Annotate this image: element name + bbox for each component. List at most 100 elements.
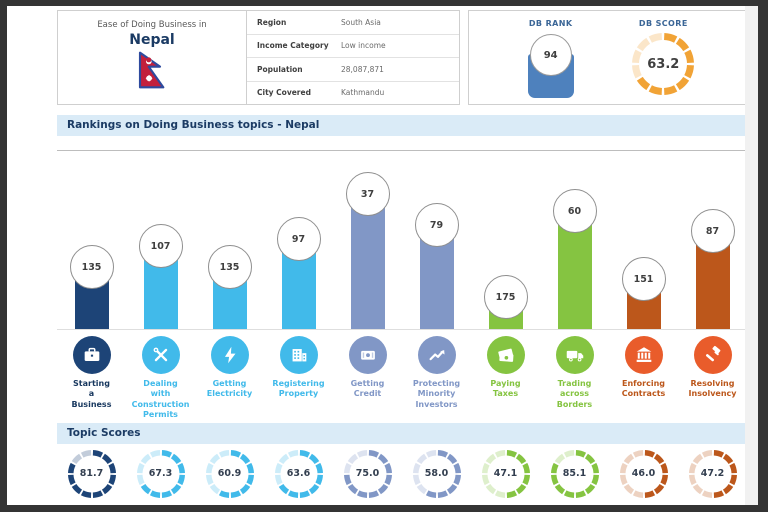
bar-column-paying-taxes: 175: [471, 151, 540, 329]
topic-score-value-enforcing-contracts: 46.0: [631, 468, 656, 480]
topic-column-starting-a-business: Starting a Business: [57, 336, 126, 421]
topic-scores-row: 81.7 67.3 60.9 63.6 75.0 58.0 47.1 85.1 46.0 47.2: [57, 449, 747, 498]
bar-column-starting-a-business: 135: [57, 151, 126, 329]
topic-score-value-registering-property: 63.6: [286, 468, 311, 480]
topic-score-donut-trading-across-borders: 85.1: [550, 449, 599, 498]
topic-label-starting-a-business: Starting a Business: [71, 379, 112, 409]
nepal-flag-icon: [58, 50, 246, 94]
rankings-section-header: Rankings on Doing Business topics - Nepa…: [57, 115, 747, 136]
rankings-bar-chart: 135 107 135 97 37 79 175 60 151 87: [57, 150, 747, 330]
topic-column-getting-electricity: Getting Electricity: [195, 336, 264, 421]
cash-icon: [486, 336, 525, 374]
topic-score-column-protecting-minority-investors: 58.0: [402, 449, 471, 498]
rank-value-trading-across-borders: 60: [552, 189, 597, 233]
topic-label-getting-electricity: Getting Electricity: [206, 379, 253, 399]
info-row-3: City Covered Kathmandu: [247, 82, 459, 105]
bar-column-trading-across-borders: 60: [540, 151, 609, 329]
bar-column-getting-electricity: 135: [195, 151, 264, 329]
country-name: Nepal: [129, 32, 175, 48]
topic-score-value-getting-credit: 75.0: [355, 468, 380, 480]
topic-score-column-getting-credit: 75.0: [333, 449, 402, 498]
db-score-group: DB SCORE 63.2: [632, 19, 695, 104]
topic-score-donut-paying-taxes: 47.1: [481, 449, 530, 498]
bar-column-resolving-insolvency: 87: [678, 151, 747, 329]
db-rank-label: DB RANK: [528, 19, 573, 28]
topic-icons-row: Starting a Business Dealing with Construc…: [57, 336, 747, 421]
bank-icon: [624, 336, 663, 374]
topic-label-registering-property: Registering Property: [272, 379, 325, 399]
info-label: Population: [257, 64, 303, 74]
topic-label-getting-credit: Getting Credit: [350, 379, 385, 399]
topic-score-value-paying-taxes: 47.1: [493, 468, 518, 480]
topic-score-column-enforcing-contracts: 46.0: [609, 449, 678, 498]
topic-column-dealing-with-construction-permits: Dealing with Construction Permits: [126, 336, 195, 421]
rank-value-dealing-with-construction-permits: 107: [138, 224, 183, 268]
topic-column-paying-taxes: Paying Taxes: [471, 336, 540, 421]
report-header: Ease of Doing Business in Nepal Region S…: [57, 10, 747, 105]
country-panel: Ease of Doing Business in Nepal: [57, 10, 247, 105]
topic-label-dealing-with-construction-permits: Dealing with Construction Permits: [131, 379, 190, 420]
topic-score-column-paying-taxes: 47.1: [471, 449, 540, 498]
topic-score-value-dealing-with-construction-permits: 67.3: [148, 468, 173, 480]
topic-column-resolving-insolvency: Resolving Insolvency: [678, 336, 747, 421]
topic-score-donut-enforcing-contracts: 46.0: [619, 449, 668, 498]
rank-bar-getting-credit[interactable]: [350, 194, 385, 329]
topic-label-paying-taxes: Paying Taxes: [490, 379, 521, 399]
topic-score-donut-registering-property: 63.6: [274, 449, 323, 498]
topic-score-column-trading-across-borders: 85.1: [540, 449, 609, 498]
gavel-icon: [693, 336, 732, 374]
topic-label-resolving-insolvency: Resolving Insolvency: [688, 379, 737, 399]
info-row-0: Region South Asia: [247, 11, 459, 35]
topic-score-donut-resolving-insolvency: 47.2: [688, 449, 737, 498]
rank-value-paying-taxes: 175: [483, 275, 528, 319]
topic-score-donut-protecting-minority-investors: 58.0: [412, 449, 461, 498]
tools-icon: [141, 336, 180, 374]
truck-icon: [555, 336, 594, 374]
rank-value-resolving-insolvency: 87: [690, 209, 735, 253]
db-score-label: DB SCORE: [638, 19, 688, 28]
bar-column-registering-property: 97: [264, 151, 333, 329]
rank-value-getting-electricity: 135: [207, 245, 252, 289]
topic-column-protecting-minority-investors: Protecting Minority Investors: [402, 336, 471, 421]
topic-score-value-resolving-insolvency: 47.2: [700, 468, 725, 480]
topic-column-registering-property: Registering Property: [264, 336, 333, 421]
db-rank-score-panel: DB RANK 94 DB SCORE 63.2: [468, 10, 747, 105]
db-rank-visual: 94: [521, 32, 581, 100]
topic-score-column-resolving-insolvency: 47.2: [678, 449, 747, 498]
info-row-2: Population 28,087,871: [247, 58, 459, 82]
banknote-icon: [348, 336, 387, 374]
db-rank-group: DB RANK 94: [521, 19, 581, 104]
db-rank-value: 94: [529, 34, 572, 76]
building-icon: [279, 336, 318, 374]
topic-score-column-getting-electricity: 60.9: [195, 449, 264, 498]
bar-column-dealing-with-construction-permits: 107: [126, 151, 195, 329]
rank-value-getting-credit: 37: [345, 172, 390, 216]
bar-column-enforcing-contracts: 151: [609, 151, 678, 329]
info-row-1: Income Category Low income: [247, 35, 459, 58]
scrollbar-gutter[interactable]: [745, 6, 758, 505]
db-score-donut: 63.2: [632, 31, 695, 97]
topic-label-trading-across-borders: Trading across Borders: [556, 379, 593, 409]
topic-score-value-getting-electricity: 60.9: [217, 468, 242, 480]
info-label: City Covered: [257, 88, 311, 98]
rank-value-starting-a-business: 135: [69, 245, 114, 289]
topic-score-value-starting-a-business: 81.7: [79, 468, 104, 480]
info-value: Kathmandu: [341, 88, 385, 98]
rank-value-registering-property: 97: [276, 217, 321, 261]
topic-label-protecting-minority-investors: Protecting Minority Investors: [412, 379, 461, 409]
report-page: Ease of Doing Business in Nepal Region S…: [7, 6, 750, 505]
topic-score-column-starting-a-business: 81.7: [57, 449, 126, 498]
rank-value-protecting-minority-investors: 79: [414, 203, 459, 247]
info-label: Income Category: [257, 41, 329, 51]
topic-score-donut-starting-a-business: 81.7: [67, 449, 116, 498]
topic-score-value-trading-across-borders: 85.1: [562, 468, 587, 480]
info-label: Region: [257, 17, 287, 27]
lightning-icon: [210, 336, 249, 374]
topic-score-donut-getting-credit: 75.0: [343, 449, 392, 498]
topic-score-value-protecting-minority-investors: 58.0: [424, 468, 449, 480]
briefcase-icon: [72, 336, 111, 374]
db-score-value: 63.2: [647, 56, 680, 72]
topic-score-column-registering-property: 63.6: [264, 449, 333, 498]
topic-score-donut-getting-electricity: 60.9: [205, 449, 254, 498]
bar-column-getting-credit: 37: [333, 151, 402, 329]
